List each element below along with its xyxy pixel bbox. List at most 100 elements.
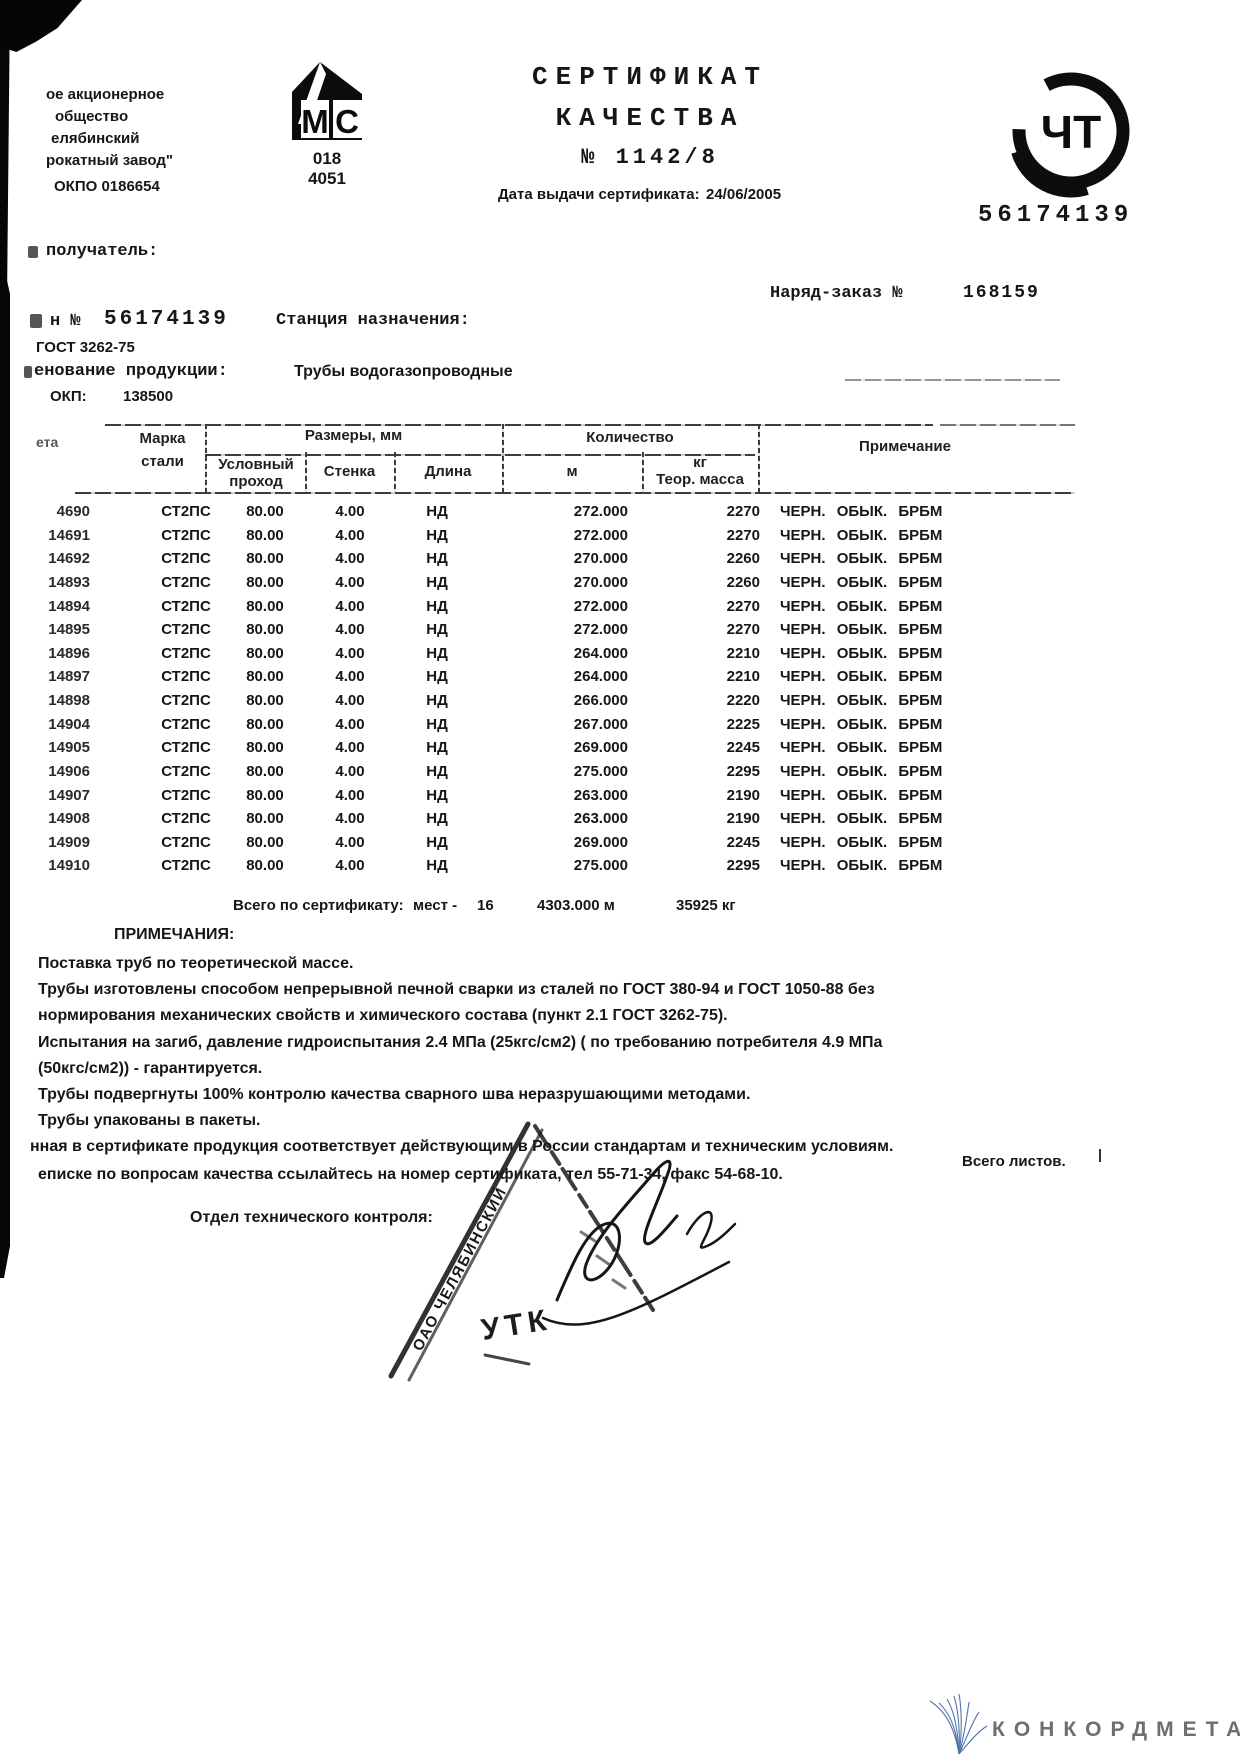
cell-kg: 2270 [726,597,760,615]
note-line: (50кгс/см2)) - гарантируется. [38,1059,263,1077]
cell-len: НД [426,692,448,709]
cell-wall: 4.00 [335,692,365,709]
cell-m: 266.000 [573,692,628,709]
table-rule-top [105,424,933,426]
steel-grade-line-1: Марка [139,430,186,447]
nominal-bore-line-1: Условный [218,456,294,473]
note-line: Трубы подвергнуты 100% контролю качества… [38,1086,751,1104]
cell-wall: 4.00 [335,526,365,544]
table-row: 14906 СТ2ПС 80.00 4.00 НД 275.000 2295 ЧЕРН. ОБ… [0,760,1100,784]
cell-mark: СТ2ПС [161,597,211,615]
mc-logo-code-2: 4051 [308,169,346,188]
issue-date-value: 24/06/2005 [706,186,782,203]
watermark-icon-graphic [929,1693,988,1754]
cell-m: 275.000 [573,762,628,780]
table-row: 14905 СТ2ПС 80.00 4.00 НД 269.000 2245 ЧЕРН. ОБ… [0,736,1100,760]
scan-artifact-corner-blob [0,0,82,52]
product-name-label: енование продукции: [34,362,228,381]
cell-mark: СТ2ПС [161,810,211,828]
note-line: Испытания на загиб, давление гидроиспыта… [38,1033,883,1051]
note-line: нормирования механических свойств и хими… [38,1007,728,1025]
mc-logo-codes: 018 4051 [288,149,366,189]
stamp-center-text: УТК [479,1303,554,1347]
cell-note: ЧЕРН. ОБЫК. БРБМ [780,550,943,568]
cell-wall: 4.00 [335,739,365,757]
statement-lines: нная в сертификате продукция соответству… [30,1133,1130,1188]
statement-line: еписке по вопросам качества ссылайтесь н… [38,1165,783,1183]
supplier-line: елябинский [51,130,140,147]
cell-kg: 2260 [726,573,760,591]
cell-mark: СТ2ПС [161,715,211,733]
totals-meters-value: 4303.000 м [537,897,615,914]
table-rule-v1 [205,424,207,492]
cell-note: ЧЕРН. ОБЫК. БРБМ [780,573,943,591]
column-header-meters: м [566,463,578,480]
certificate-number: № 1142/8 [581,145,719,170]
column-group-sizes: Размеры, мм [304,427,403,444]
cht-logo-graphic: ЧТ [1011,72,1130,198]
gost-standard: ГОСТ 3262-75 [36,339,135,356]
cell-wall: 4.00 [335,621,365,639]
mc-logo-letter-m: М [301,103,329,140]
destination-station-label: Станция назначения: [276,311,470,330]
cell-note: ЧЕРН. ОБЫК. БРБМ [780,833,943,851]
stamp-graphic: ОАО ЧЕЛЯБИНСКИЙ УТК [388,1121,737,1382]
cell-dn: 80.00 [246,550,284,568]
cell-wall: 4.00 [335,810,365,828]
cell-m: 270.000 [573,550,628,568]
nominal-bore-line-2: проход [229,473,283,490]
note-line: Трубы изготовлены способом непрерывной п… [38,981,875,999]
cell-len: НД [426,857,448,875]
cell-len: НД [426,715,448,733]
cell-wall: 4.00 [335,833,365,851]
mc-logo-letter-c: С [335,103,359,140]
cell-note: ЧЕРН. ОБЫК. БРБМ [780,810,943,828]
scan-artifact-left-strip [0,0,10,1278]
cell-mark: СТ2ПС [161,833,211,851]
cell-wall: 4.00 [335,715,365,733]
table-rule-header-bottom [75,492,1075,494]
cell-kg: 2270 [726,526,760,544]
mc-logo-code-1: 018 [312,149,342,168]
mass-line-1: кг [693,454,707,471]
totals-places-value: 16 [477,897,494,914]
cell-len: НД [426,644,448,662]
okp-value: 138500 [123,388,174,405]
note-line: Поставка труб по теоретической массе. [38,955,354,972]
cell-len: НД [426,739,448,757]
cell-m: 263.000 [573,810,628,828]
cert-number-value: 56174139 [104,308,229,331]
title-word-2: КАЧЕСТВА [555,103,745,133]
cell-mark: СТ2ПС [161,857,211,875]
notes-heading: ПРИМЕЧАНИЯ: [114,926,235,943]
table-row: 14897 СТ2ПС 80.00 4.00 НД 264.000 2210 ЧЕРН. ОБ… [0,665,1100,689]
cell-kg: 2295 [726,857,760,875]
cell-mark: СТ2ПС [161,668,211,686]
cell-kg: 2225 [726,715,760,733]
table-rule-v4 [502,424,504,492]
cell-dn: 80.00 [246,857,284,875]
cell-dn: 80.00 [246,573,284,591]
cell-note: ЧЕРН. ОБЫК. БРБМ [780,762,943,780]
cell-dn: 80.00 [246,621,284,639]
cell-len: НД [426,621,448,639]
cell-len: НД [426,550,448,568]
table-rule-artifact [845,379,1060,381]
cell-m: 269.000 [573,739,628,757]
cell-wall: 4.00 [335,573,365,591]
column-group-quantity: Количество [586,429,674,446]
table-row: 14893 СТ2ПС 80.00 4.00 НД 270.000 2260 ЧЕРН. ОБ… [0,571,1100,595]
cell-m: 272.000 [573,597,628,615]
cell-m: 275.000 [573,857,628,875]
column-header-steel-grade: Марка стали [115,427,210,473]
cht-logo-letters: ЧТ [1041,106,1101,158]
cell-no: 14904 [48,715,90,733]
cell-len: НД [426,526,448,544]
cell-kg: 2270 [726,621,760,639]
cell-dn: 80.00 [246,526,284,544]
cell-m: 267.000 [573,715,628,733]
scan-artifact [30,314,42,328]
table-row: 14898 СТ2ПС 80.00 4.00 НД 266.000 2220 ЧЕРН. ОБ… [0,689,1100,713]
cell-len: НД [426,786,448,804]
order-number: 168159 [963,283,1040,303]
